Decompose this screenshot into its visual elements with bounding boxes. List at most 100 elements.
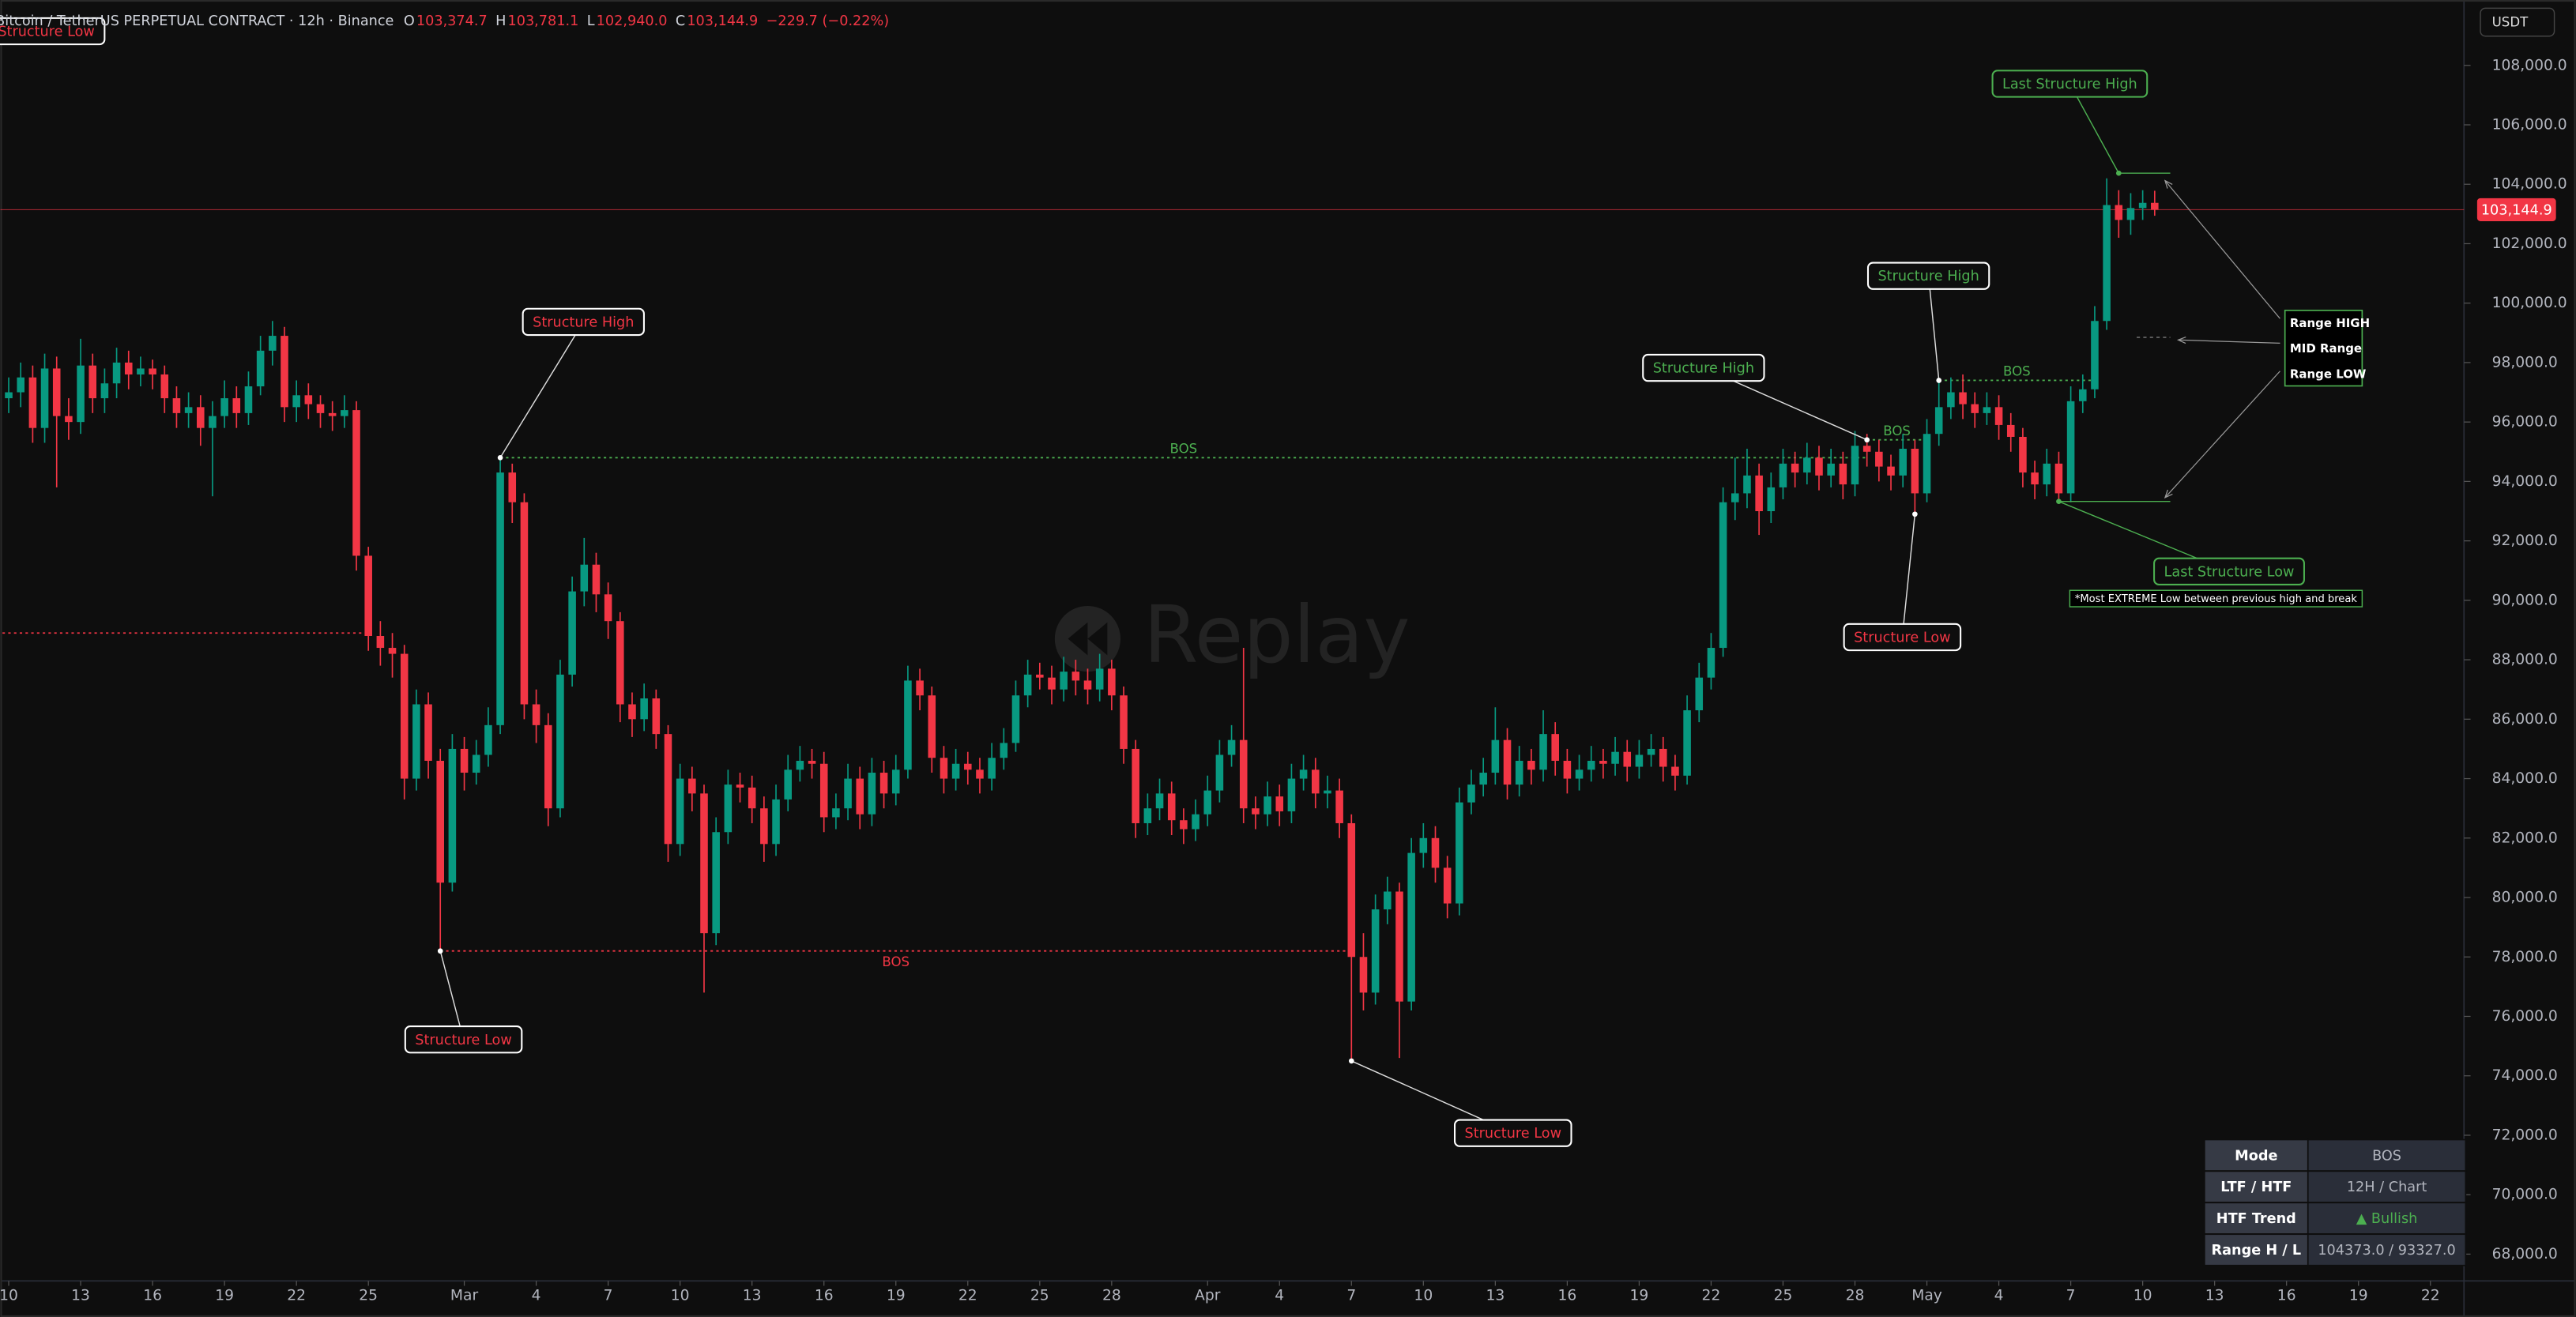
candle-body — [316, 404, 325, 413]
candle-body — [1659, 748, 1667, 767]
candle-body — [1862, 446, 1871, 452]
candle-body — [1947, 392, 1955, 408]
candle-body — [2151, 202, 2159, 210]
ohlc-key: C — [676, 13, 685, 29]
range-legend-item: Range HIGH — [2290, 316, 2370, 330]
candle-body — [172, 398, 181, 413]
candle-body — [1971, 404, 1979, 413]
candle-body — [1803, 457, 1811, 473]
candle-body — [1755, 475, 1763, 512]
candle-body — [52, 368, 61, 416]
note-box — [2069, 589, 2363, 608]
structure-point — [1348, 1058, 1354, 1064]
candle-body — [1527, 760, 1535, 770]
structure-label-text: Structure High — [533, 314, 634, 330]
structure-label-text: Structure Low — [0, 24, 95, 40]
candle-body — [341, 410, 348, 416]
candle-body — [1623, 751, 1632, 767]
table-key: Range H / L — [2211, 1243, 2301, 1259]
x-tick-label: 19 — [1630, 1287, 1649, 1304]
x-tick-label: 28 — [1846, 1287, 1865, 1304]
x-tick-label: 10 — [671, 1287, 690, 1304]
x-tick-label: 19 — [887, 1287, 906, 1304]
x-tick-label: 19 — [215, 1287, 234, 1304]
table-value-cell — [2307, 1202, 2467, 1235]
candle-body — [1108, 668, 1116, 696]
candle-body — [1503, 739, 1512, 785]
range-legend-item: MID Range — [2290, 341, 2362, 356]
candle-body — [2054, 463, 2063, 494]
table-value: 12H / Chart — [2347, 1180, 2427, 1195]
x-tick-label: 19 — [2349, 1287, 2368, 1304]
watermark-text: Replay — [1143, 589, 1410, 681]
ohlc-value: 103,781.1 — [507, 13, 578, 29]
candle-body — [1264, 796, 1271, 815]
y-tick-label: 106,000.0 — [2492, 116, 2567, 133]
candle-body — [796, 760, 804, 770]
candle-body — [1311, 770, 1320, 794]
y-tick-label: 94,000.0 — [2492, 473, 2558, 490]
candle-body — [1551, 734, 1559, 761]
y-tick-label: 84,000.0 — [2492, 770, 2558, 787]
candle-body — [724, 785, 733, 833]
candle-body — [568, 591, 576, 675]
bos-label: BOS — [1170, 441, 1198, 456]
candle-body — [1791, 463, 1799, 473]
bos-label: BOS — [2003, 364, 2031, 379]
candle-body — [1120, 695, 1128, 749]
candle-body — [1203, 790, 1212, 815]
candle-body — [1707, 648, 1715, 678]
candle-body — [1719, 502, 1727, 649]
structure-point — [1912, 511, 1918, 517]
candle-body — [137, 368, 145, 374]
currency-label: USDT — [2492, 15, 2529, 30]
candle-body — [1011, 695, 1020, 743]
x-tick-label: 25 — [359, 1287, 378, 1304]
structure-label: Last Structure High — [1991, 70, 2149, 98]
candle-body — [65, 416, 73, 423]
candle-body — [916, 680, 924, 696]
candle-body — [1779, 463, 1787, 487]
candle-body — [532, 704, 540, 725]
candle-body — [388, 648, 397, 654]
structure-label: Structure High — [1866, 262, 1990, 290]
candle-body — [844, 778, 852, 809]
candle-body — [652, 698, 661, 735]
structure-point — [497, 454, 503, 461]
candle-body — [760, 808, 768, 845]
candle-body — [832, 808, 840, 818]
table-value-cell — [2307, 1233, 2467, 1266]
candle-body — [269, 336, 277, 351]
candle-body — [209, 416, 217, 428]
y-tick-label: 78,000.0 — [2492, 949, 2558, 965]
candle-body — [1575, 770, 1584, 779]
range-arrow-head — [2176, 336, 2186, 344]
table-key: LTF / HTF — [2220, 1180, 2292, 1195]
structure-label-box — [1453, 1119, 1572, 1147]
candle-body — [1095, 668, 1104, 690]
x-tick-label: 16 — [143, 1287, 162, 1304]
candle-body — [1227, 739, 1236, 755]
table-value-cell — [2307, 1138, 2467, 1172]
candle-body — [424, 704, 432, 761]
candle-body — [184, 407, 193, 413]
x-tick-label: 16 — [2277, 1287, 2296, 1304]
candle-body — [1287, 778, 1296, 811]
structure-point — [1864, 437, 1870, 443]
candle-body — [736, 785, 744, 788]
candle-body — [2091, 321, 2099, 389]
structure-label: Structure Low — [404, 1025, 523, 1054]
structure-label-box — [1843, 623, 1962, 652]
candle-body — [1647, 748, 1655, 755]
candle-body — [2138, 202, 2147, 209]
structure-label-box — [1866, 262, 1990, 290]
y-tick-label: 82,000.0 — [2492, 830, 2558, 846]
y-tick-label: 100,000.0 — [2492, 295, 2567, 311]
y-tick-label: 70,000.0 — [2492, 1187, 2558, 1203]
currency-box — [2480, 7, 2555, 37]
candle-body — [891, 770, 900, 794]
candle-body — [1443, 867, 1452, 904]
candle-body — [2043, 463, 2051, 485]
x-tick-label: 10 — [2133, 1287, 2152, 1304]
x-tick-label: 16 — [1557, 1287, 1576, 1304]
